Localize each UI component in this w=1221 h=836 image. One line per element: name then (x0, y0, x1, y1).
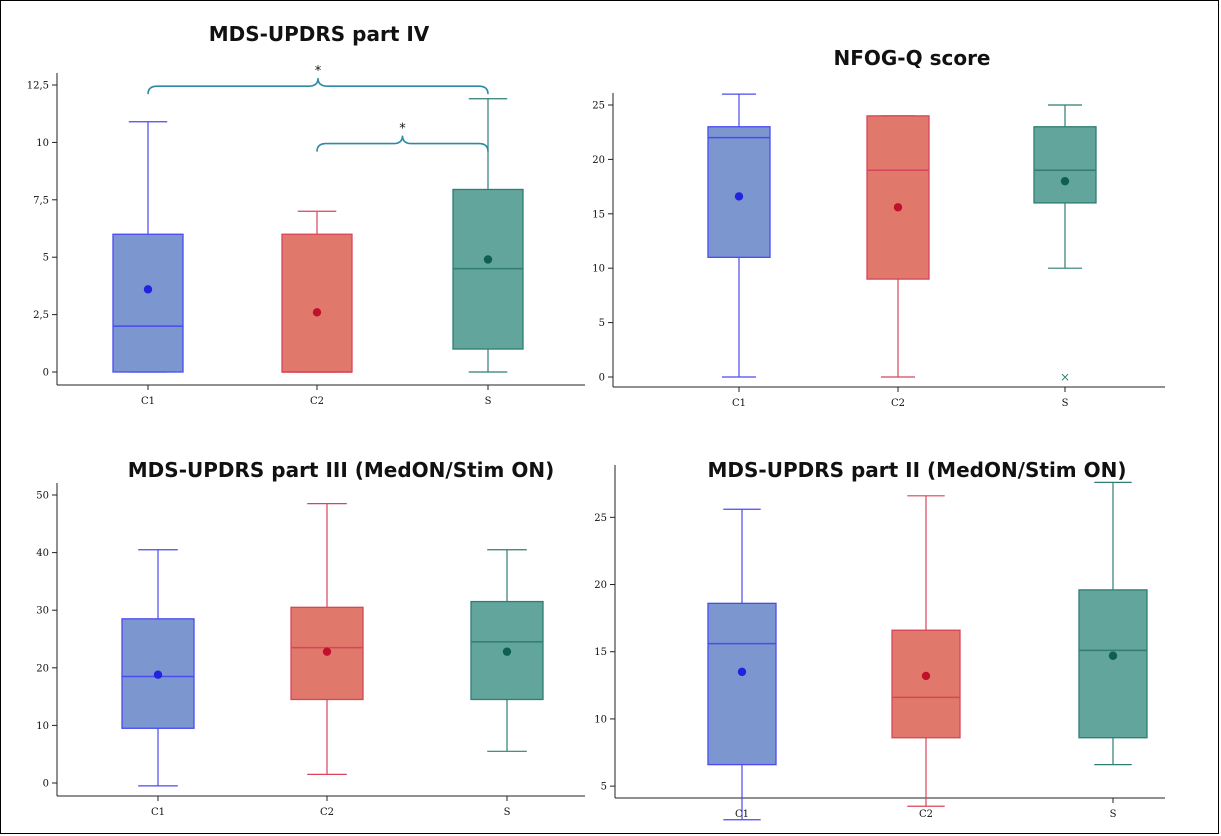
box-c1 (707, 126, 771, 258)
box-c2 (891, 629, 961, 739)
x-tick-label: C1 (151, 807, 165, 818)
mean-marker (921, 671, 931, 681)
y-tick-label: 20 (36, 663, 49, 674)
panel-mds-updrs-iv: MDS-UPDRS part IV 0 2,5 5 7,5 10 12,5 C1 C2 S * * (27, 22, 585, 407)
mean-marker (153, 670, 163, 679)
y-tick-label: 30 (36, 606, 49, 617)
x-tick-label: S (1062, 398, 1069, 409)
y-tick-label: 0 (599, 373, 605, 384)
y-tick-label: 2,5 (33, 310, 49, 321)
mean-marker (893, 203, 903, 212)
y-tick-label: 10 (592, 264, 605, 275)
significance-label: * (315, 64, 322, 79)
mean-marker (143, 285, 153, 294)
y-tick-label: 10 (36, 138, 49, 149)
significance-bracket (147, 78, 489, 95)
mean-marker (502, 647, 512, 656)
mean-marker (1060, 176, 1070, 186)
mean-marker (322, 647, 332, 656)
y-tick-label: 5 (599, 318, 605, 329)
x-tick-label: C2 (919, 809, 933, 820)
y-tick-label: 5 (43, 253, 49, 264)
y-tick-label: 40 (36, 548, 49, 559)
panel-mds-updrs-ii: MDS-UPDRS part II (MedON/Stim ON) 5 10 15 2… (594, 458, 1165, 821)
y-tick-label: 15 (594, 647, 607, 658)
x-tick-label: C2 (310, 396, 324, 407)
x-tick-label: C2 (320, 807, 334, 818)
significance-bracket (316, 135, 489, 152)
box-s (1033, 126, 1097, 204)
panel-mds-updrs-iii: MDS-UPDRS part III (MedON/Stim ON) 0 10 20… (36, 458, 585, 818)
mean-marker (1108, 651, 1118, 660)
mean-marker (737, 667, 747, 677)
y-tick-label: 25 (594, 513, 607, 524)
mean-marker (483, 255, 493, 264)
panel-nfog-q: NFOG-Q score 0 5 10 15 20 25 C1 C2 S × (592, 46, 1165, 409)
x-tick-label: C1 (732, 398, 746, 409)
box-c1 (707, 602, 777, 766)
x-tick-label: C1 (141, 396, 155, 407)
mean-marker (734, 192, 744, 201)
chart-title: MDS-UPDRS part II (MedON/Stim ON) (708, 458, 1127, 482)
chart-title: MDS-UPDRS part III (MedON/Stim ON) (128, 458, 554, 482)
y-tick-label: 25 (592, 101, 605, 112)
box-s (1078, 589, 1148, 739)
x-tick-label: S (1110, 809, 1117, 820)
x-tick-label: S (504, 807, 511, 818)
box-c2 (281, 233, 353, 373)
y-tick-label: 15 (592, 209, 605, 220)
x-tick-label: S (485, 396, 492, 407)
y-tick-label: 0 (43, 368, 49, 379)
y-tick-label: 5 (601, 782, 607, 793)
y-tick-label: 12,5 (27, 81, 49, 92)
x-tick-label: C2 (891, 398, 905, 409)
y-tick-label: 0 (43, 779, 49, 790)
mean-marker (312, 308, 322, 317)
y-tick-label: 10 (36, 721, 49, 732)
y-tick-label: 20 (594, 580, 607, 591)
significance-label: * (399, 122, 406, 137)
y-tick-label: 50 (36, 491, 49, 502)
outlier-marker: × (1060, 370, 1070, 384)
y-tick-label: 7,5 (33, 195, 49, 206)
chart-title: MDS-UPDRS part IV (209, 22, 430, 46)
y-tick-label: 10 (594, 714, 607, 725)
y-tick-label: 20 (592, 155, 605, 166)
box-c2 (866, 115, 930, 280)
chart-title: NFOG-Q score (833, 46, 990, 70)
box-c1 (112, 233, 184, 373)
